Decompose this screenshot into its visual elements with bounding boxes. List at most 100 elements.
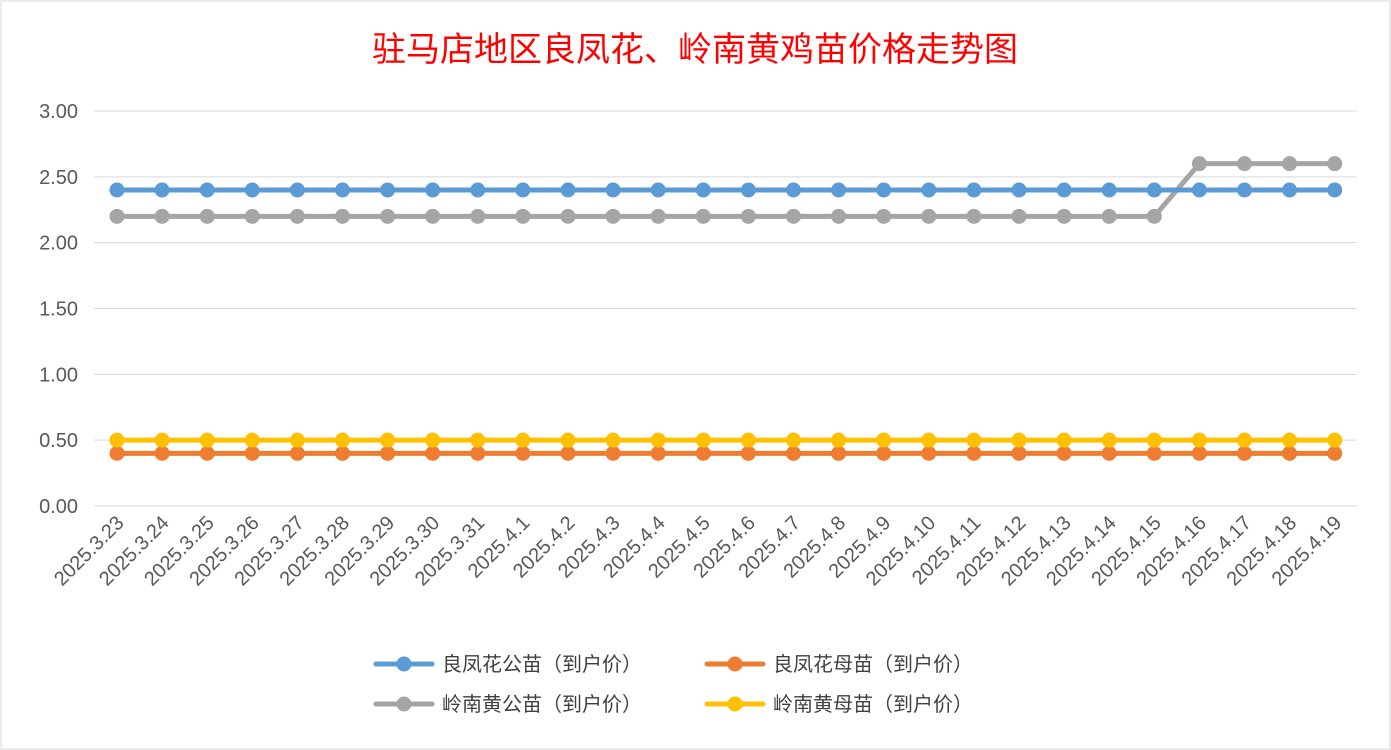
- data-point: [1282, 445, 1298, 461]
- data-point: [1327, 445, 1343, 461]
- legend-swatch-marker: [727, 696, 743, 712]
- data-point: [921, 445, 937, 461]
- data-point: [425, 182, 441, 198]
- data-point: [650, 445, 666, 461]
- data-point: [289, 182, 305, 198]
- data-point: [1011, 445, 1027, 461]
- data-point: [695, 182, 711, 198]
- data-point: [154, 182, 170, 198]
- data-point: [380, 208, 396, 224]
- data-point: [380, 432, 396, 448]
- data-point: [786, 208, 801, 224]
- data-point: [335, 432, 350, 448]
- data-point: [921, 208, 937, 224]
- data-point: [1282, 432, 1298, 448]
- data-point: [1146, 432, 1162, 448]
- series-lines: [109, 156, 1343, 461]
- data-point: [1191, 432, 1207, 448]
- data-point: [335, 208, 350, 224]
- data-point: [1101, 432, 1117, 448]
- data-point: [380, 445, 396, 461]
- data-point: [831, 432, 847, 448]
- data-point: [966, 445, 982, 461]
- data-point: [380, 182, 396, 198]
- data-point: [470, 445, 486, 461]
- data-point: [786, 445, 801, 461]
- data-point: [1101, 445, 1117, 461]
- series-4: [109, 432, 1343, 448]
- y-tick-label: 1.50: [39, 299, 78, 321]
- data-point: [1327, 182, 1343, 198]
- data-point: [695, 432, 711, 448]
- y-axis-ticks: 0.00 0.50 1.00 1.50 2.00 2.50 3.00: [39, 101, 78, 518]
- data-point: [1011, 208, 1027, 224]
- data-point: [335, 445, 350, 461]
- data-point: [650, 208, 666, 224]
- data-point: [470, 432, 486, 448]
- data-point: [109, 445, 125, 461]
- legend-item: 良凤花公苗（到户价）: [373, 652, 642, 676]
- data-point: [695, 445, 711, 461]
- data-point: [740, 208, 756, 224]
- data-point: [876, 432, 892, 448]
- data-point: [1237, 182, 1252, 198]
- data-point: [831, 208, 847, 224]
- data-point: [1282, 182, 1298, 198]
- data-point: [244, 208, 260, 224]
- series-2: [109, 445, 1343, 461]
- data-point: [1191, 182, 1207, 198]
- data-point: [425, 445, 441, 461]
- y-tick-label: 0.50: [39, 430, 78, 452]
- data-point: [109, 432, 125, 448]
- legend-label: 良凤花母苗（到户价）: [773, 652, 973, 676]
- data-point: [1101, 208, 1117, 224]
- data-point: [244, 182, 260, 198]
- data-point: [560, 432, 576, 448]
- data-point: [1056, 208, 1072, 224]
- data-point: [1237, 432, 1252, 448]
- data-point: [876, 182, 892, 198]
- data-point: [515, 182, 531, 198]
- data-point: [560, 208, 576, 224]
- data-point: [1191, 156, 1207, 172]
- y-tick-label: 2.50: [39, 167, 78, 189]
- legend-swatch-marker: [396, 696, 412, 712]
- chart-title: 驻马店地区良凤花、岭南黄鸡苗价格走势图: [372, 30, 1018, 70]
- y-tick-label: 1.00: [39, 364, 78, 386]
- data-point: [1327, 156, 1343, 172]
- data-point: [876, 445, 892, 461]
- data-point: [605, 208, 621, 224]
- data-point: [650, 432, 666, 448]
- legend-item: 良凤花母苗（到户价）: [704, 652, 973, 676]
- data-point: [515, 208, 531, 224]
- data-point: [1056, 445, 1072, 461]
- data-point: [289, 445, 305, 461]
- data-point: [1101, 182, 1117, 198]
- data-point: [921, 432, 937, 448]
- data-point: [109, 208, 125, 224]
- data-point: [515, 445, 531, 461]
- legend-label: 岭南黄公苗（到户价）: [442, 692, 642, 716]
- data-point: [1146, 445, 1162, 461]
- series-1: [109, 182, 1343, 198]
- legend-label: 岭南黄母苗（到户价）: [773, 692, 973, 716]
- data-point: [831, 182, 847, 198]
- data-point: [244, 432, 260, 448]
- data-point: [515, 432, 531, 448]
- data-point: [1237, 156, 1252, 172]
- data-point: [1011, 432, 1027, 448]
- data-point: [1237, 445, 1252, 461]
- data-point: [470, 208, 486, 224]
- data-point: [199, 432, 215, 448]
- y-tick-label: 0.00: [39, 496, 78, 518]
- legend: 良凤花公苗（到户价） 良凤花母苗（到户价） 岭南黄公苗（到户价） 岭南黄母苗（到户价）: [373, 652, 973, 716]
- data-point: [154, 445, 170, 461]
- series-3: [109, 156, 1343, 224]
- legend-item: 岭南黄母苗（到户价）: [704, 692, 973, 716]
- data-point: [154, 432, 170, 448]
- data-point: [605, 182, 621, 198]
- data-point: [199, 182, 215, 198]
- data-point: [1327, 432, 1343, 448]
